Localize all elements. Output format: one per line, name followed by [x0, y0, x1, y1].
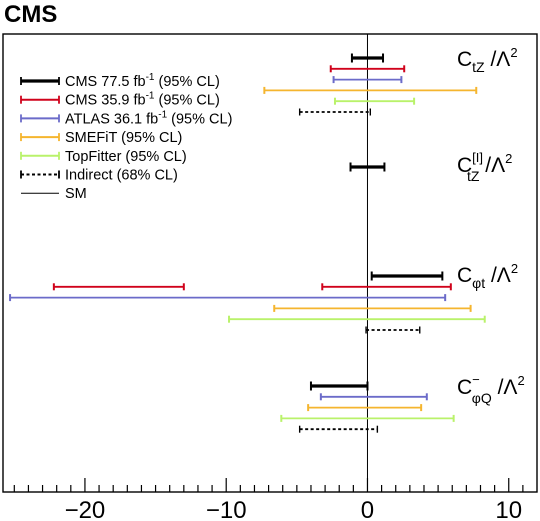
legend-text: TopFitter (95% CL): [65, 149, 187, 165]
plot-area: [9, 34, 486, 492]
x-tick-label: 0: [361, 497, 374, 521]
legend-label-atlas: ATLAS 36.1 fb-1 (95% CL): [65, 109, 232, 127]
legend-label-topfitter: TopFitter (95% CL): [65, 149, 187, 165]
chart-title: CMS: [4, 1, 57, 28]
label-tail: /Λ: [479, 154, 505, 177]
label-base: C: [457, 48, 472, 71]
x-tick-label: 10: [495, 497, 522, 521]
label-power: 2: [511, 261, 518, 276]
legend-text: CMS 35.9 fb: [65, 93, 146, 109]
label-base: C: [457, 264, 472, 287]
label-supmark: −: [472, 372, 480, 387]
label-sub: tZ: [472, 59, 485, 75]
label-power: 2: [510, 45, 517, 60]
legend-text: ATLAS 36.1 fb: [65, 111, 158, 127]
label-sub: φt: [472, 275, 485, 291]
legend-text: SMEFiT (95% CL): [65, 130, 182, 146]
legend-suffix: (95% CL): [155, 93, 220, 109]
legend-label-indirect: Indirect (68% CL): [65, 168, 178, 184]
plot-frame: [2, 33, 538, 493]
x-tick-label: −10: [206, 497, 247, 521]
label-power: 2: [505, 151, 512, 166]
label-sub: φQ: [472, 390, 492, 406]
label-base: C: [457, 154, 472, 177]
legend-suffix: (95% CL): [155, 74, 220, 90]
legend-label-sm: SM: [65, 186, 87, 202]
label-supmark: [I]: [472, 150, 483, 165]
label-base: C: [457, 376, 472, 399]
coefficient-label: C− φQ /Λ2: [457, 372, 525, 406]
legend-text: Indirect (68% CL): [65, 168, 178, 184]
label-sub: tZ: [467, 168, 480, 184]
label-power: 2: [517, 373, 524, 388]
label-tail: /Λ: [485, 264, 511, 287]
legend-suffix: (95% CL): [167, 111, 232, 127]
legend-label-cms775: CMS 77.5 fb-1 (95% CL): [65, 72, 220, 90]
legend-superscript: -1: [146, 91, 155, 102]
legend-text: CMS 77.5 fb: [65, 74, 146, 90]
x-axis: −20 −10 0 10: [13, 478, 524, 521]
coefficient-label: CtZ /Λ2: [457, 45, 518, 75]
coefficient-label: C[I] tZ /Λ2: [457, 150, 512, 184]
legend-superscript: -1: [146, 72, 155, 83]
legend: CMS 77.5 fb-1 (95% CL)CMS 35.9 fb-1 (95%…: [20, 72, 232, 202]
coefficient-label: Cφt /Λ2: [457, 261, 518, 291]
legend-label-smefit: SMEFiT (95% CL): [65, 130, 182, 146]
legend-text: SM: [65, 186, 87, 202]
legend-superscript: -1: [158, 109, 167, 120]
legend-label-cms359: CMS 35.9 fb-1 (95% CL): [65, 91, 220, 109]
label-tail: /Λ: [485, 48, 511, 71]
label-tail: /Λ: [492, 376, 518, 399]
x-tick-label: −20: [65, 497, 106, 521]
